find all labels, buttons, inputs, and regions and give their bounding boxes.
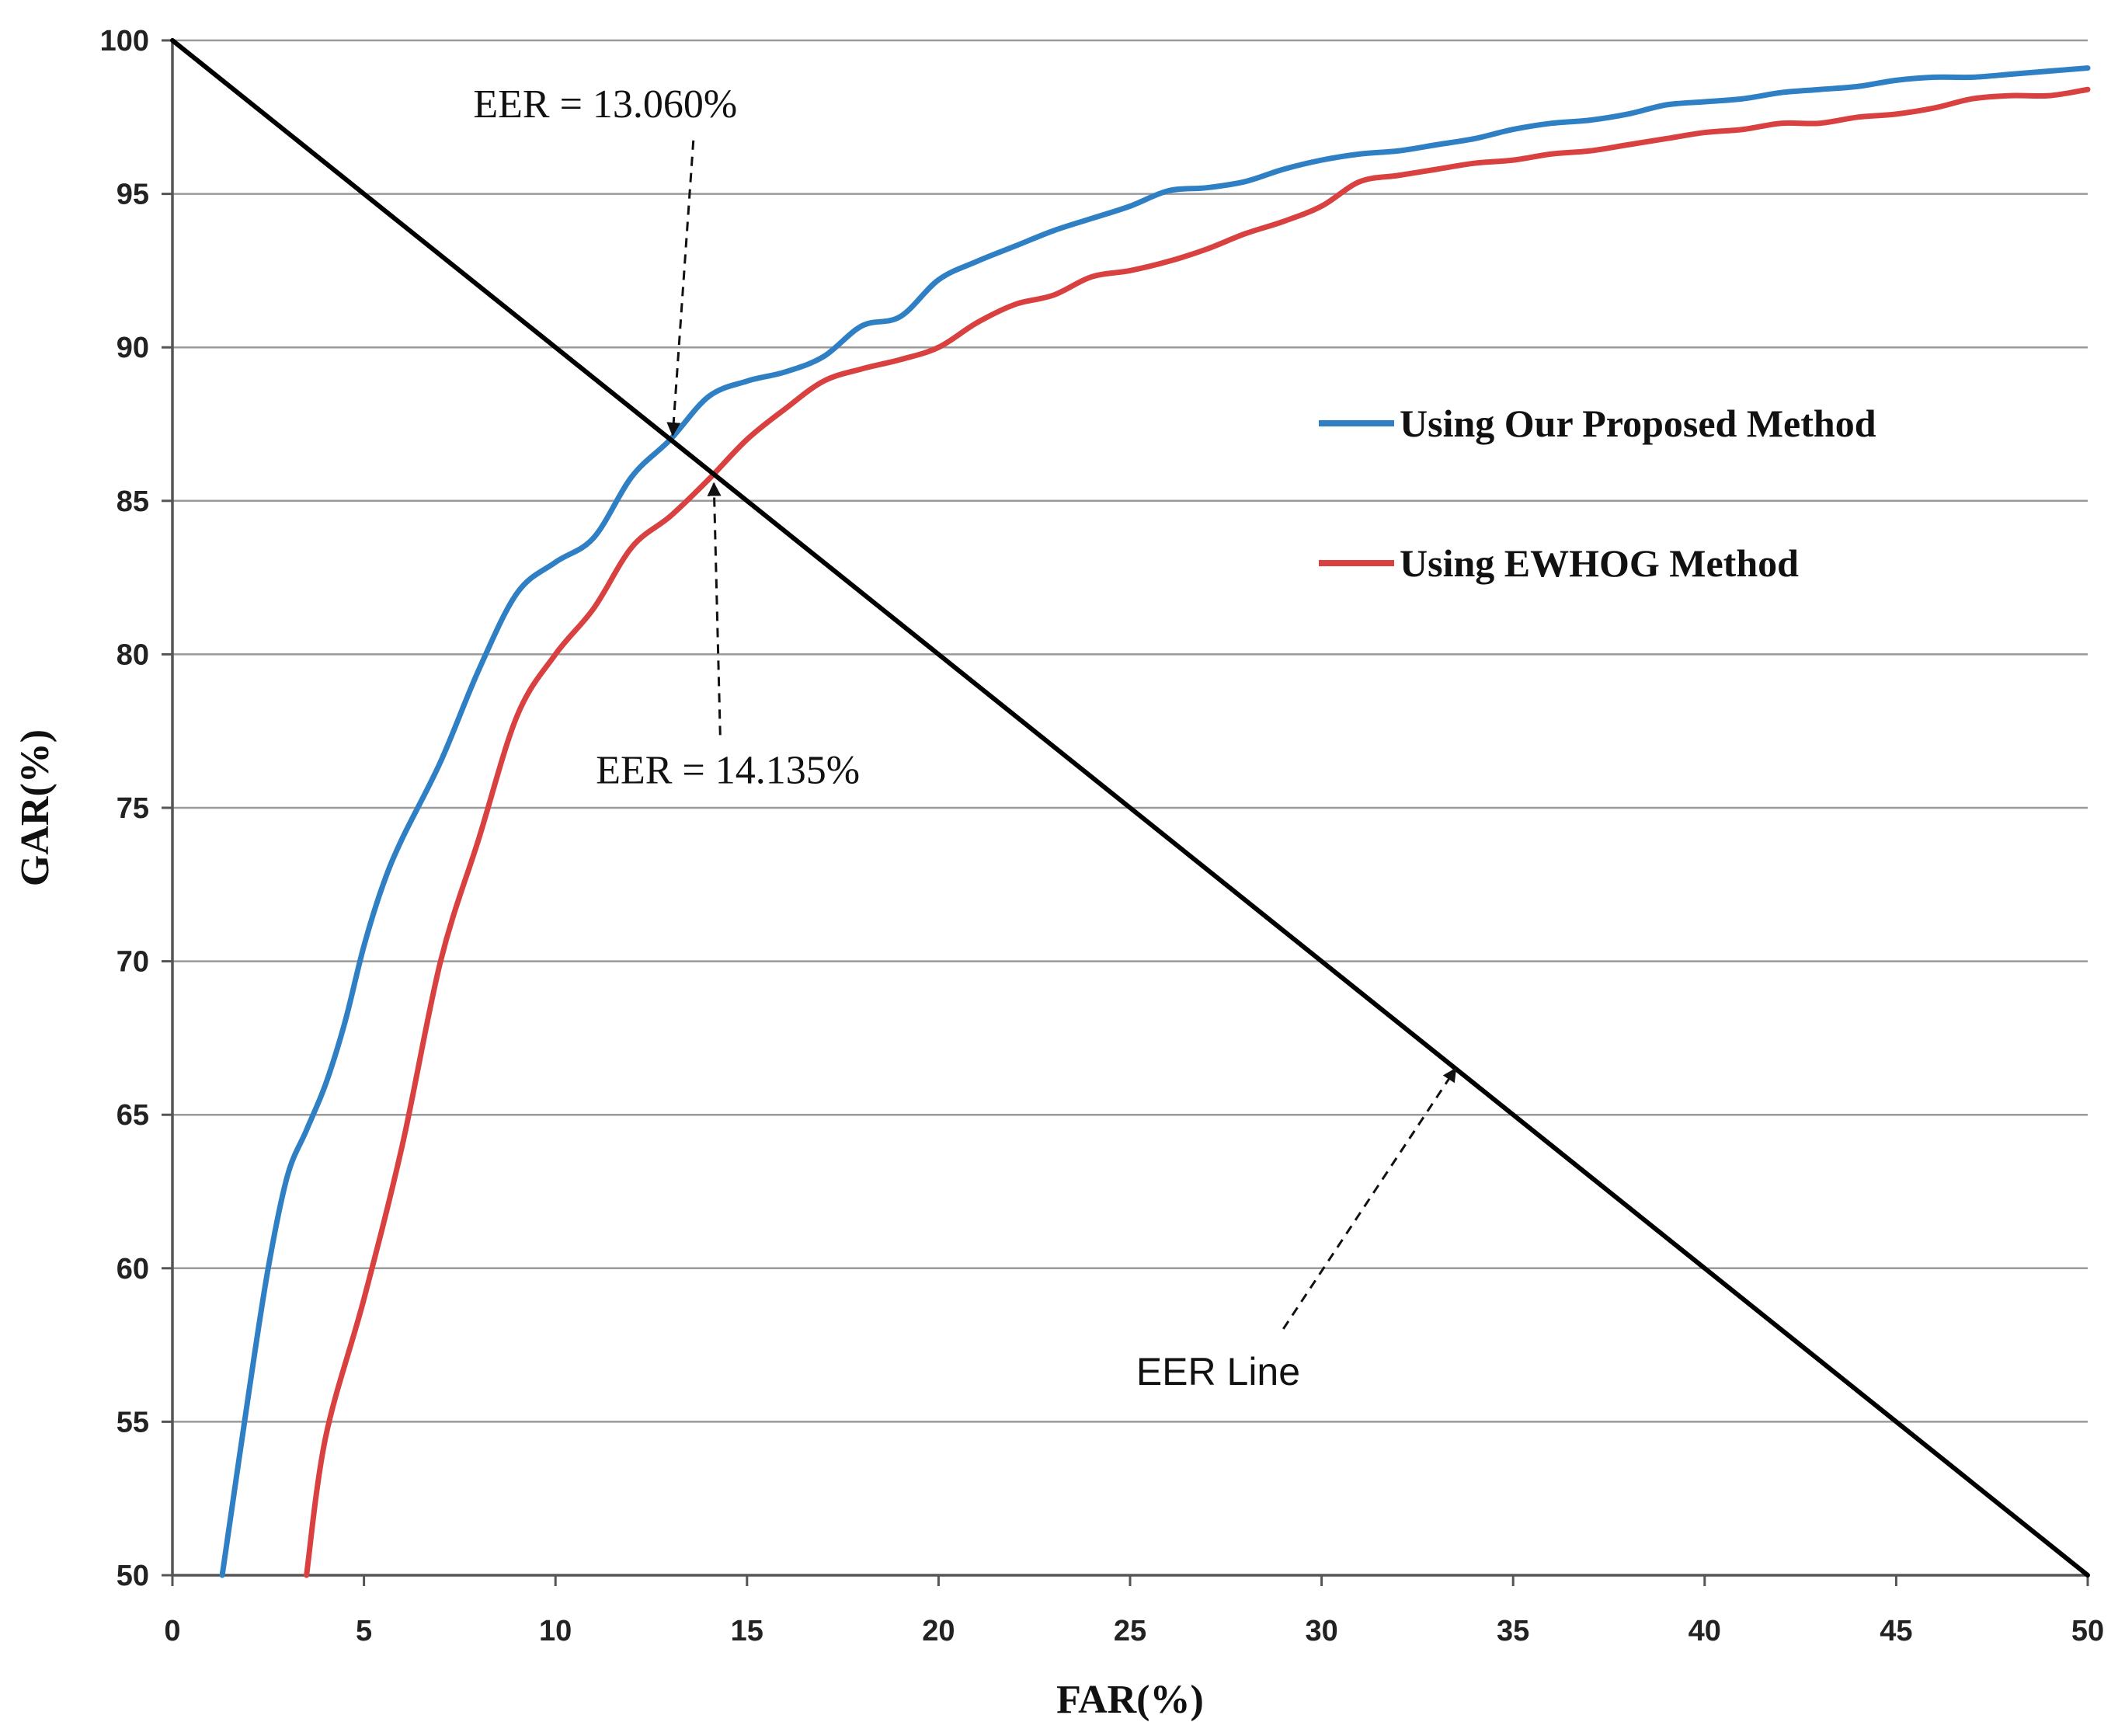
y-tick-label: 90 <box>117 332 149 364</box>
annotations: EER = 13.060% EER = 14.135% EER Line <box>473 82 1457 1393</box>
annotation-arrow <box>1282 1067 1457 1330</box>
y-axis-title: GAR(%) <box>13 729 57 886</box>
legend-label: Using EWHOG Method <box>1400 541 1799 585</box>
annotation-arrow <box>707 482 722 736</box>
legend: Using Our Proposed Method Using EWHOG Met… <box>1319 402 1876 585</box>
series-ewhog-line <box>304 86 2091 1578</box>
x-tick-label: 15 <box>731 1615 763 1647</box>
x-tick-label: 45 <box>1880 1615 1912 1647</box>
y-tick-label: 95 <box>117 179 149 211</box>
annotation-arrow <box>666 140 695 437</box>
y-tick-label: 60 <box>117 1253 149 1285</box>
series-proposed-line <box>219 65 2091 1578</box>
eer-ewhog-annotation: EER = 14.135% <box>596 748 860 792</box>
x-tick-label: 30 <box>1305 1615 1337 1647</box>
y-tick-label: 75 <box>117 792 149 825</box>
x-tick-label: 20 <box>922 1615 955 1647</box>
y-tick-label: 100 <box>100 25 149 57</box>
x-tick-label: 10 <box>539 1615 572 1647</box>
legend-label: Using Our Proposed Method <box>1400 402 1876 445</box>
eer-proposed-annotation: EER = 13.060% <box>473 82 737 127</box>
x-tick-label: 0 <box>164 1615 180 1647</box>
y-tick-label: 50 <box>117 1560 149 1592</box>
y-tick-label: 85 <box>117 485 149 518</box>
tick-labels: 50 55 60 65 70 75 80 85 90 95 100 0 5 10 15 20 25 30 35 40 4… <box>100 25 2105 1647</box>
x-tick-label: 40 <box>1689 1615 1721 1647</box>
eer-line-annotation: EER Line <box>1136 1350 1300 1393</box>
x-tick-label: 35 <box>1497 1615 1529 1647</box>
grid-lines <box>172 39 2088 1423</box>
y-tick-label: 65 <box>117 1099 149 1132</box>
x-tick-label: 25 <box>1114 1615 1146 1647</box>
x-tick-label: 5 <box>356 1615 372 1647</box>
y-tick-label: 80 <box>117 638 149 671</box>
x-tick-label: 50 <box>2071 1615 2104 1647</box>
y-tick-label: 70 <box>117 946 149 979</box>
series-lines <box>170 38 2091 1578</box>
y-tick-label: 55 <box>117 1406 149 1439</box>
eer-line <box>170 38 2090 1578</box>
x-axis-title: FAR(%) <box>1056 1678 1204 1722</box>
axes <box>162 39 2089 1586</box>
